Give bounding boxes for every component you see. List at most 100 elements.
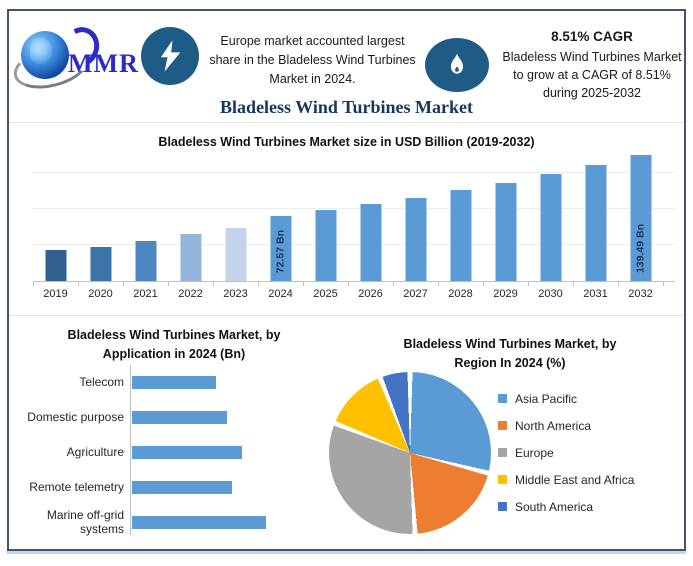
application-chart-title-line2: Application in 2024 (Bn) <box>102 347 246 362</box>
legend-label: South America <box>515 499 594 514</box>
legend-label: North America <box>515 418 592 433</box>
page-title: Bladeless Wind Turbines Market <box>220 97 473 117</box>
bar-slot-2022 <box>168 155 213 281</box>
bar-2020 <box>90 246 111 281</box>
bar-2019 <box>45 250 66 281</box>
x-tick-label: 2032 <box>628 288 653 300</box>
bar-slot-2021 <box>123 155 168 281</box>
bar-2025 <box>315 210 336 281</box>
region-chart-title-line2: Region In 2024 (%) <box>454 356 566 371</box>
bar-track <box>132 445 341 459</box>
gridline <box>33 172 675 174</box>
bar-track <box>132 375 341 389</box>
bar-marine-off-grid-systems <box>132 515 266 529</box>
bar-value-label: 139.49 Bn <box>634 223 647 273</box>
bar-2032: 139.49 Bn <box>630 155 651 281</box>
market-size-bar-chart: 72.57 Bn 139.49 Bn <box>33 155 675 281</box>
logo-text: MMR <box>68 49 139 78</box>
region-chart-title-line1: Bladeless Wind Turbines Market, by <box>403 337 617 351</box>
cagr-description: Bladeless Wind Turbines Market to grow a… <box>502 50 682 101</box>
market-size-chart-title: Bladeless Wind Turbines Market size in U… <box>158 135 535 149</box>
cagr-heading: 8.51% CAGR <box>551 29 633 44</box>
legend-item: Middle East and Africa <box>498 466 634 493</box>
bar-2026 <box>360 204 381 281</box>
legend-item: Europe <box>498 439 634 466</box>
bar-slot-2031 <box>573 155 618 281</box>
bar-track <box>132 515 341 529</box>
category-label: Telecom <box>79 374 124 389</box>
europe-share-headline: Europe market accounted largest share in… <box>209 34 416 86</box>
legend-label: Asia Pacific <box>515 391 578 406</box>
legend-item: South America <box>498 493 634 520</box>
bar-telecom <box>132 375 216 389</box>
bar-series: 72.57 Bn 139.49 Bn <box>33 155 663 281</box>
bar-slot-2027 <box>393 155 438 281</box>
legend-swatch-icon <box>498 448 507 457</box>
bar-remote-telemetry <box>132 480 232 494</box>
section-divider <box>9 122 684 123</box>
hbar-row: Agriculture <box>11 439 341 465</box>
bar-2028 <box>450 190 471 281</box>
outer-frame: MMR Europe market accounted largest shar… <box>7 9 686 551</box>
bar-value-label: 72.57 Bn <box>274 229 287 273</box>
x-tick-label: 2019 <box>43 288 68 300</box>
x-tick-label: 2026 <box>358 288 383 300</box>
legend-swatch-icon <box>498 475 507 484</box>
bar-slot-2026 <box>348 155 393 281</box>
legend-swatch-icon <box>498 502 507 511</box>
bar-2029 <box>495 182 516 281</box>
globe-icon <box>21 31 69 79</box>
lightning-bolt-glyph <box>160 40 181 72</box>
bar-2024: 72.57 Bn <box>270 215 291 281</box>
legend-swatch-icon <box>498 394 507 403</box>
bar-slot-2029 <box>483 155 528 281</box>
application-chart-title-line1: Bladeless Wind Turbines Market, by <box>67 328 281 342</box>
bar-slot-2032: 139.49 Bn <box>618 155 663 281</box>
lightning-bolt-icon <box>141 27 199 85</box>
hbar-row: Remote telemetry <box>11 474 341 500</box>
cagr-block: 8.51% CAGR Bladeless Wind Turbines Marke… <box>497 29 687 102</box>
x-tick-label: 2023 <box>223 288 248 300</box>
application-bar-chart: Telecom Domestic purpose Agriculture Remote… <box>11 369 341 536</box>
x-tick-label: 2028 <box>448 288 473 300</box>
x-axis-labels: 2019 2020 2021 2022 2023 2024 2025 2026 2027 2028… <box>33 288 663 300</box>
x-tick-label: 2030 <box>538 288 563 300</box>
category-label: Remote telemetry <box>29 479 124 494</box>
bar-2023 <box>225 227 246 281</box>
bar-track <box>132 410 341 424</box>
x-tick-label: 2022 <box>178 288 203 300</box>
bar-slot-2023 <box>213 155 258 281</box>
y-axis-line <box>130 365 131 535</box>
bar-2027 <box>405 197 426 281</box>
bar-slot-2020 <box>78 155 123 281</box>
pie-legend: Asia Pacific North America Europe Middle Ea… <box>498 385 634 520</box>
legend-item: Asia Pacific <box>498 385 634 412</box>
mmr-logo: MMR <box>9 22 144 96</box>
category-label: Domestic purpose <box>27 409 124 424</box>
bar-slot-2024: 72.57 Bn <box>258 155 303 281</box>
x-tick-label: 2027 <box>403 288 428 300</box>
legend-label: Middle East and Africa <box>515 472 635 487</box>
bar-slot-2025 <box>303 155 348 281</box>
category-label: Agriculture <box>66 444 124 459</box>
bar-slot-2030 <box>528 155 573 281</box>
bar-2030 <box>540 174 561 281</box>
gas-flame-icon <box>425 38 489 92</box>
region-pie-chart <box>329 372 491 534</box>
bar-domestic-purpose <box>132 410 227 424</box>
x-axis-line <box>33 281 675 282</box>
bar-track <box>132 480 341 494</box>
x-tick-label: 2020 <box>88 288 113 300</box>
bar-2021 <box>135 240 156 281</box>
application-chart-title: Bladeless Wind Turbines Market, by Appli… <box>14 326 334 365</box>
category-label: Marine off-grid systems <box>46 507 124 536</box>
x-tick-label: 2029 <box>493 288 518 300</box>
legend-label: Europe <box>515 445 554 460</box>
bar-agriculture <box>132 445 242 459</box>
bar-2031 <box>585 165 606 281</box>
section-divider <box>9 315 684 316</box>
gas-flame-glyph <box>450 53 464 74</box>
hbar-row: Marine off-grid systems <box>11 507 341 536</box>
hbar-row: Telecom <box>11 369 341 395</box>
